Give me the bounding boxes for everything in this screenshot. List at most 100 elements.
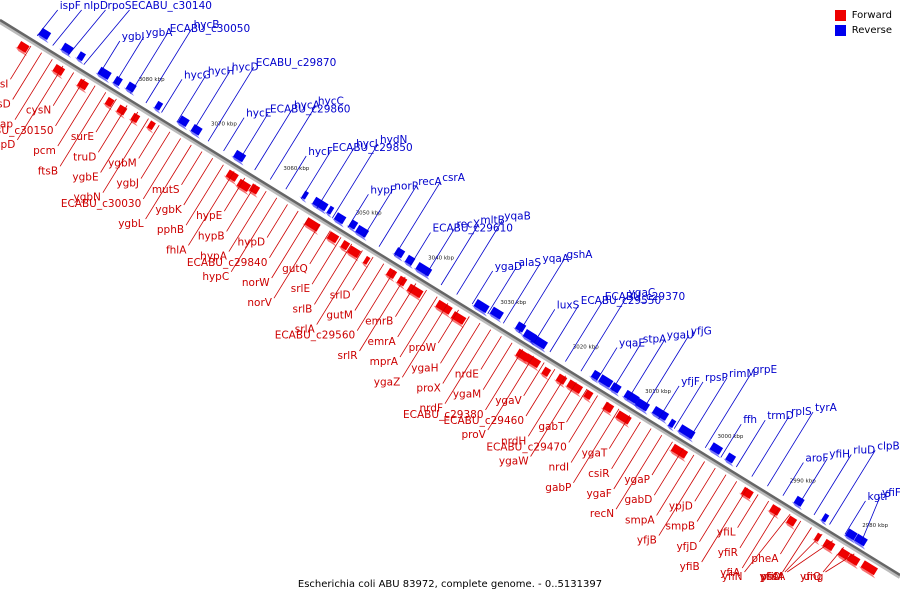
reverse-gene-label-yfif: yfiF <box>882 487 900 499</box>
reverse-gene-block <box>299 190 310 203</box>
leader-line <box>568 395 598 443</box>
reverse-gene-label-norr: norR <box>394 180 419 192</box>
leader-line <box>309 230 331 265</box>
backbone-shadow <box>0 20 900 579</box>
reverse-gene-label-hydn: hydN <box>380 134 407 146</box>
leader-line <box>98 40 121 75</box>
reverse-gene-label-hycg: hycG <box>184 69 211 81</box>
reverse-gene-label-gsha: gshA <box>567 249 594 261</box>
forward-gene-label-hype: hypE <box>196 210 222 222</box>
forward-gene-label-gabd: gabD <box>624 494 652 506</box>
leader-line <box>642 335 690 410</box>
leader-line <box>316 147 355 209</box>
reverse-gene-label-ygau: ygaU <box>667 330 694 342</box>
forward-gene-label-srla: srlA <box>295 324 316 336</box>
forward-gene-label-yfir: yfiR <box>718 547 738 559</box>
forward-gene-block <box>234 178 252 196</box>
forward-gene-label-yfin: yfiN <box>722 571 743 583</box>
leader-line <box>442 322 481 384</box>
legend-swatch-reverse <box>834 25 846 36</box>
leader-line <box>482 342 513 390</box>
leader-line <box>181 151 203 186</box>
reverse-gene-block <box>111 75 123 90</box>
reverse-gene-label-hypf: hypF <box>370 184 396 196</box>
leader-line <box>437 309 459 344</box>
kbp-mark: 2980 kbp <box>862 523 888 529</box>
leader-line <box>813 454 852 516</box>
reverse-gene-label-ispf: ispF <box>60 0 81 12</box>
forward-gene-label-smpa: smpA <box>625 514 655 526</box>
forward-gene-label-cysn: cysN <box>26 105 51 117</box>
reverse-gene-label-ecabu-c30140: ECABU_c30140 <box>132 0 212 12</box>
forward-gene-label-yfia: yfiA <box>720 567 741 579</box>
reverse-gene-label-stpa: stpA <box>643 334 667 346</box>
leader-line <box>739 500 770 549</box>
leader-line <box>611 343 642 391</box>
leader-line <box>596 347 618 382</box>
leader-line <box>673 381 704 429</box>
reverse-gene-block <box>59 42 74 58</box>
leader-line <box>527 375 566 437</box>
forward-gene-block <box>247 183 261 198</box>
reverse-gene-block <box>589 369 601 384</box>
leader-line <box>784 533 823 573</box>
reverse-gene-label-kgtp: kgtP <box>868 491 891 503</box>
reverse-gene-label-ygad: ygaD <box>495 261 522 273</box>
kbp-mark: 2990 kbp <box>790 478 816 484</box>
reverse-gene-label-hycb: hycB <box>194 19 220 31</box>
reverse-gene-label-rpos: rpoS <box>108 0 132 12</box>
forward-gene-block <box>739 486 754 503</box>
leader-line <box>658 461 705 536</box>
reverse-gene-label-hycf: hycF <box>308 146 333 158</box>
kbp-mark: 3040 kbp <box>428 255 454 261</box>
reverse-gene-label-mltb: mltB <box>480 215 504 227</box>
forward-gene-block <box>345 245 362 262</box>
leader-line <box>425 228 455 276</box>
map-caption: Escherichia coli ABU 83972, complete gen… <box>297 579 603 590</box>
forward-gene-label-ecabu-c30030: ECABU_c30030 <box>61 198 141 210</box>
reverse-gene-label-alas: alaS <box>519 257 542 269</box>
forward-gene-label-ygaf: ygaF <box>586 488 611 500</box>
reverse-gene-label-rimm: rimM <box>729 368 756 380</box>
leader-line <box>332 143 379 219</box>
forward-gene-label-ygbm: ygbM <box>108 157 137 169</box>
forward-gene-label-gutm: gutM <box>326 310 353 322</box>
leader-line <box>59 92 107 167</box>
forward-gene-block <box>581 389 594 404</box>
reverse-gene-block <box>723 452 737 467</box>
reverse-gene-label-yqaa: yqaA <box>543 253 570 265</box>
forward-gene-label-hypb: hypB <box>198 230 225 242</box>
reverse-gene-block <box>487 306 504 323</box>
leader-line <box>347 194 369 228</box>
reverse-gene-block <box>852 533 868 550</box>
forward-gene-label-yfil: yfiL <box>717 527 736 539</box>
leader-line <box>359 276 406 352</box>
forward-gene-label-srld: srlD <box>330 289 351 301</box>
leader-line <box>130 32 169 94</box>
reverse-gene-block <box>819 513 830 526</box>
forward-gene-block <box>338 240 351 254</box>
reverse-gene-label-ecabu-c29370: ECABU_c29370 <box>605 291 685 303</box>
leader-line <box>487 266 517 314</box>
forward-gene-block <box>449 311 467 329</box>
leader-line <box>767 411 814 487</box>
reverse-gene-block <box>74 51 87 65</box>
reverse-gene-block <box>231 149 247 166</box>
forward-gene-label-ygaz: ygaZ <box>374 376 401 388</box>
leader-line <box>223 177 246 212</box>
leader-line <box>142 138 181 200</box>
leader-line <box>311 237 342 285</box>
forward-gene-block <box>75 78 89 94</box>
reverse-gene-label-recx: recX <box>457 219 481 231</box>
forward-gene-block <box>128 112 141 127</box>
leader-line <box>188 171 235 246</box>
forward-gene-block <box>50 63 66 80</box>
forward-gene-label-yfiq: yfiQ <box>800 571 821 583</box>
forward-gene-label-pphb: pphB <box>157 224 184 236</box>
leader-line <box>254 109 293 171</box>
forward-gene-block <box>784 515 798 530</box>
forward-gene-label-ygat: ygaT <box>582 448 608 460</box>
leader-line <box>16 65 64 141</box>
forward-gene-label-norw: norW <box>242 277 270 289</box>
